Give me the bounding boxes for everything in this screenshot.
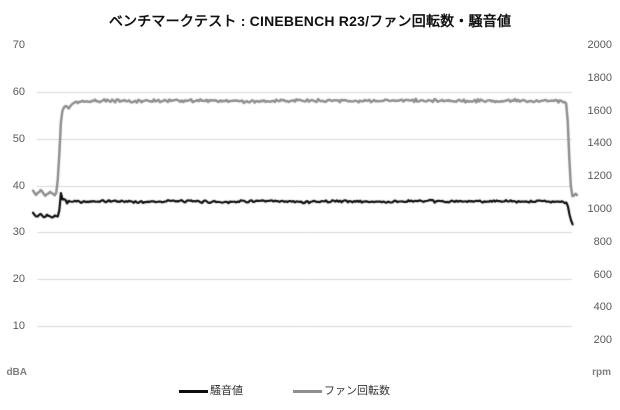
right-axis-tick-200: 200 (593, 334, 612, 347)
right-axis-tick-1000: 1000 (587, 203, 612, 215)
right-axis-tick-800: 800 (593, 235, 612, 248)
right-axis-unit-label: rpm (592, 367, 611, 378)
right-axis-tick-2000: 2000 (587, 39, 612, 51)
right-axis-tick-1200: 1200 (587, 170, 612, 183)
chart-title: ベンチマークテスト : CINEBENCH R23/ファン回転数・騒音値 (108, 13, 512, 29)
left-axis-tick-10: 10 (12, 320, 25, 333)
fan-speed-series-swatch-icon (293, 389, 322, 393)
legend-item-fan-speed: ファン回転数 (293, 384, 390, 398)
left-axis-unit-label: dBA (6, 367, 27, 378)
legend-label-noise: 騒音値 (210, 385, 243, 397)
left-axis-tick-40: 40 (12, 179, 25, 192)
right-axis-tick-1800: 1800 (587, 71, 612, 84)
noise-series-swatch-icon (179, 389, 208, 393)
right-axis-tick-400: 400 (593, 301, 612, 314)
left-axis-tick-60: 60 (12, 85, 25, 98)
legend-label-fan-speed: ファン回転数 (324, 385, 390, 397)
right-axis-tick-1600: 1600 (587, 104, 612, 117)
legend-item-noise: 騒音値 (179, 384, 243, 398)
left-axis-tick-50: 50 (12, 132, 25, 145)
left-axis-tick-30: 30 (12, 226, 25, 239)
right-axis-tick-1400: 1400 (587, 137, 612, 150)
left-axis-tick-20: 20 (12, 273, 25, 286)
left-axis-tick-70: 70 (12, 39, 25, 51)
right-axis-tick-600: 600 (593, 268, 612, 281)
